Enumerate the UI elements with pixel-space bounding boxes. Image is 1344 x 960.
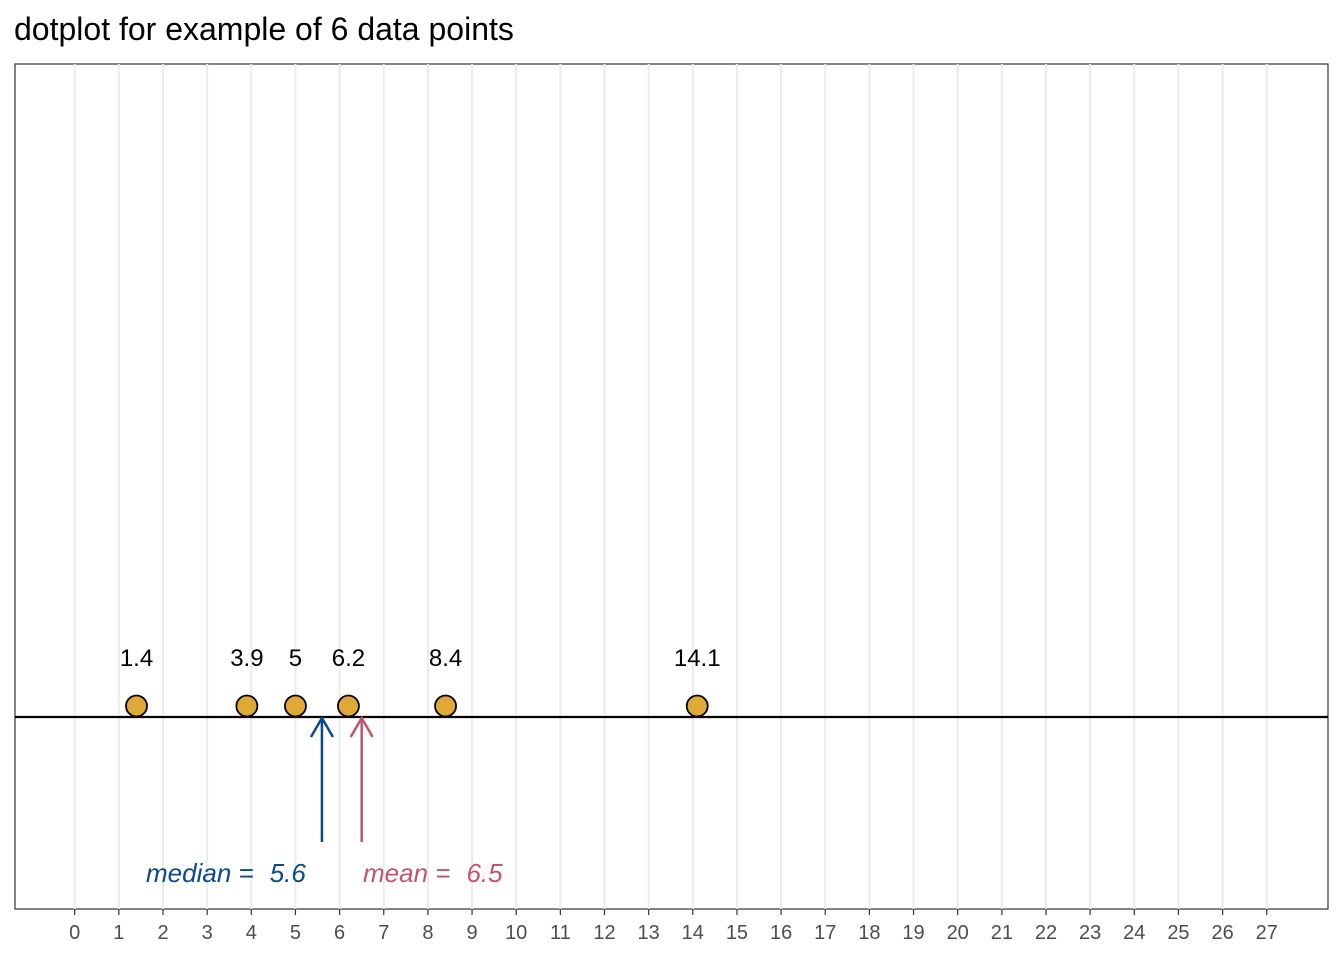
point-label: 14.1: [674, 645, 721, 672]
tick-label: 5: [290, 922, 301, 944]
tick-label: 7: [378, 922, 389, 944]
tick-label: 6: [334, 922, 345, 944]
data-points: [125, 694, 709, 718]
grid-lines: [73, 64, 1268, 909]
tick-label: 13: [638, 922, 660, 944]
tick-label: 18: [858, 922, 880, 944]
tick-label: 16: [770, 922, 792, 944]
tick-label: 12: [593, 922, 615, 944]
data-point: [685, 694, 709, 718]
tick-label: 14: [682, 922, 704, 944]
tick-label: 23: [1079, 922, 1101, 944]
plot-panel: [14, 63, 1329, 910]
point-label: 6.2: [332, 645, 365, 672]
tick-label: 0: [69, 922, 80, 944]
median-label: median = 5.6: [146, 858, 306, 888]
data-point: [235, 694, 259, 718]
tick-label: 19: [902, 922, 924, 944]
mean-label: mean = 6.5: [363, 858, 503, 888]
tick-label: 8: [422, 922, 433, 944]
tick-label: 17: [814, 922, 836, 944]
tick-label: 10: [505, 922, 527, 944]
tick-label: 22: [1035, 922, 1057, 944]
tick-label: 24: [1123, 922, 1145, 944]
tick-label: 27: [1256, 922, 1278, 944]
data-point: [434, 694, 457, 718]
tick-label: 4: [246, 922, 257, 944]
mean-arrow-head: [349, 715, 374, 738]
tick-label: 2: [157, 922, 168, 944]
point-label: 3.9: [230, 645, 263, 672]
median-label-text: median =: [146, 858, 254, 888]
tick-label: 15: [726, 922, 748, 944]
tick-label: 1: [113, 922, 124, 944]
data-point: [125, 694, 148, 718]
point-label: 8.4: [429, 645, 462, 672]
median-arrow-head: [309, 715, 335, 738]
tick-label: 3: [202, 922, 213, 944]
chart-title: dotplot for example of 6 data points: [14, 11, 514, 47]
point-label: 5: [289, 645, 302, 672]
x-axis-ticks: 0 1 2 3 4 5 6 7 8 9 10 11 12 13 14 15 16 17 18 19 20 21 22 23 24…: [69, 909, 1278, 944]
tick-label: 20: [947, 922, 969, 944]
point-label: 1.4: [120, 645, 153, 672]
point-labels: 1.4 3.9 5 6.2 8.4 14.1: [120, 645, 721, 672]
data-point: [337, 694, 360, 718]
statistic-annotations: median = 5.6 mean = 6.5: [146, 715, 503, 888]
mean-label-text: mean =: [363, 858, 450, 888]
median-value: 5.6: [270, 858, 307, 888]
tick-label: 11: [550, 922, 571, 944]
data-point: [284, 694, 307, 718]
tick-label: 9: [466, 922, 477, 944]
mean-value: 6.5: [466, 858, 503, 888]
tick-label: 25: [1167, 922, 1189, 944]
tick-label: 26: [1211, 922, 1233, 944]
tick-label: 21: [991, 922, 1013, 944]
